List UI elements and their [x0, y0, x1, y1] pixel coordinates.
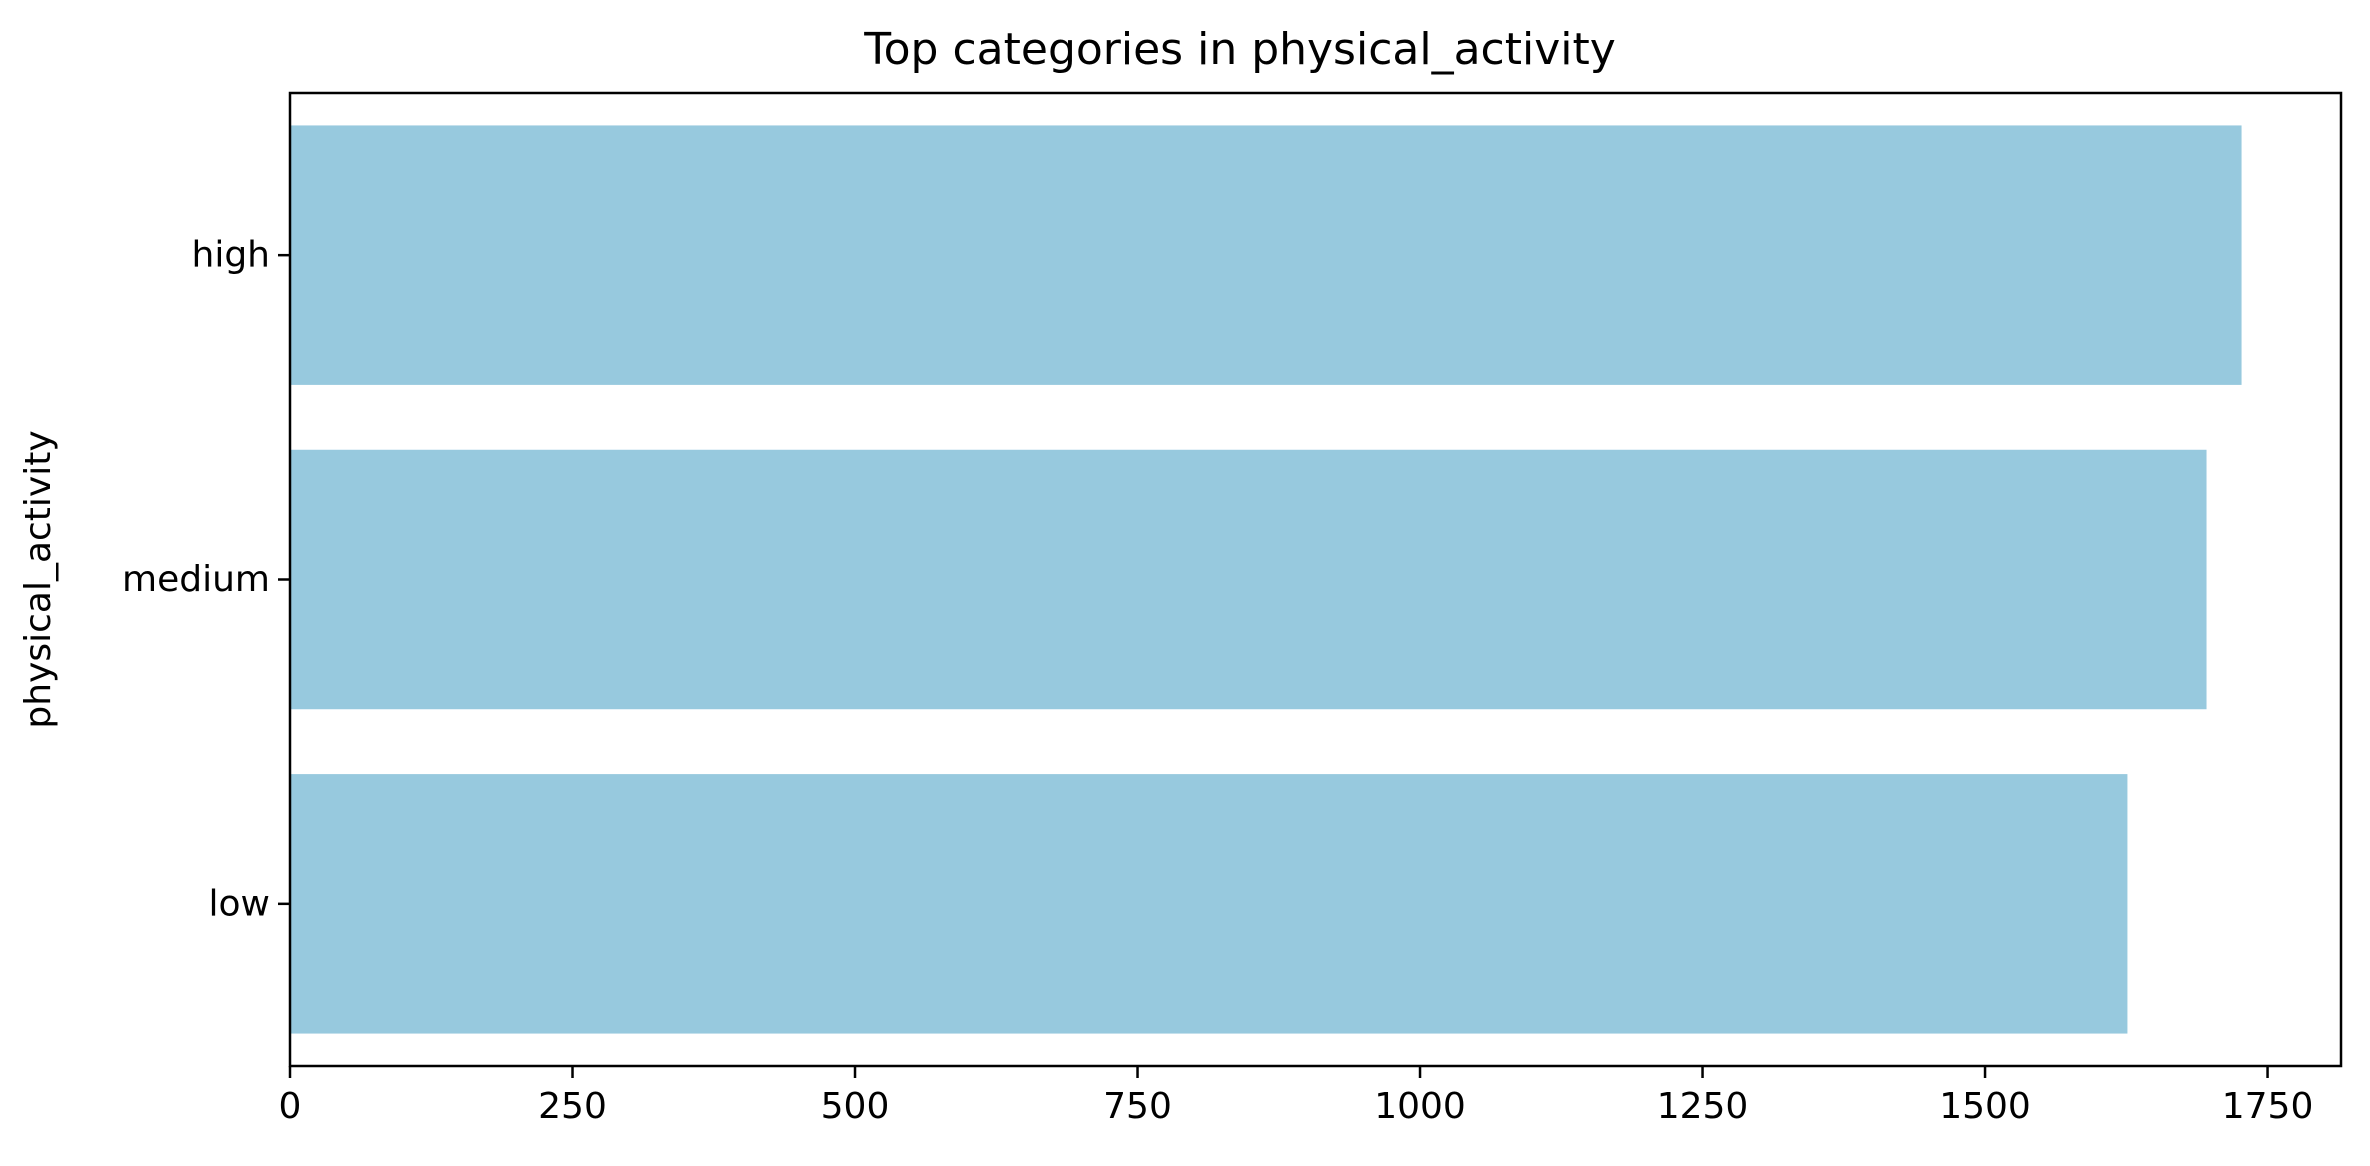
x-tick-label: 750 — [1103, 1086, 1172, 1127]
chart-title: Top categories in physical_activity — [863, 24, 1616, 75]
x-tick-label: 500 — [821, 1086, 890, 1127]
y-tick-label: low — [209, 883, 270, 924]
x-tick-label: 0 — [279, 1086, 302, 1127]
y-tick-label: medium — [122, 559, 270, 600]
bars — [290, 125, 2242, 1034]
x-tick-label: 1500 — [1939, 1086, 2031, 1127]
x-axis-ticks: 0 250 500 750 1000 1250 1500 1750 — [279, 1066, 2314, 1127]
bar-medium — [290, 449, 2207, 710]
bar-high — [290, 125, 2242, 385]
y-tick-label: high — [192, 235, 271, 276]
y-axis-label: physical_activity — [18, 430, 59, 728]
y-axis-ticks: high medium low — [122, 235, 290, 924]
x-tick-label: 1000 — [1374, 1086, 1466, 1127]
plot-frame — [288, 91, 2343, 1068]
x-tick-label: 1750 — [2222, 1086, 2314, 1127]
x-tick-label: 250 — [538, 1086, 607, 1127]
x-tick-label: 1250 — [1657, 1086, 1749, 1127]
bar-low — [290, 774, 2128, 1034]
